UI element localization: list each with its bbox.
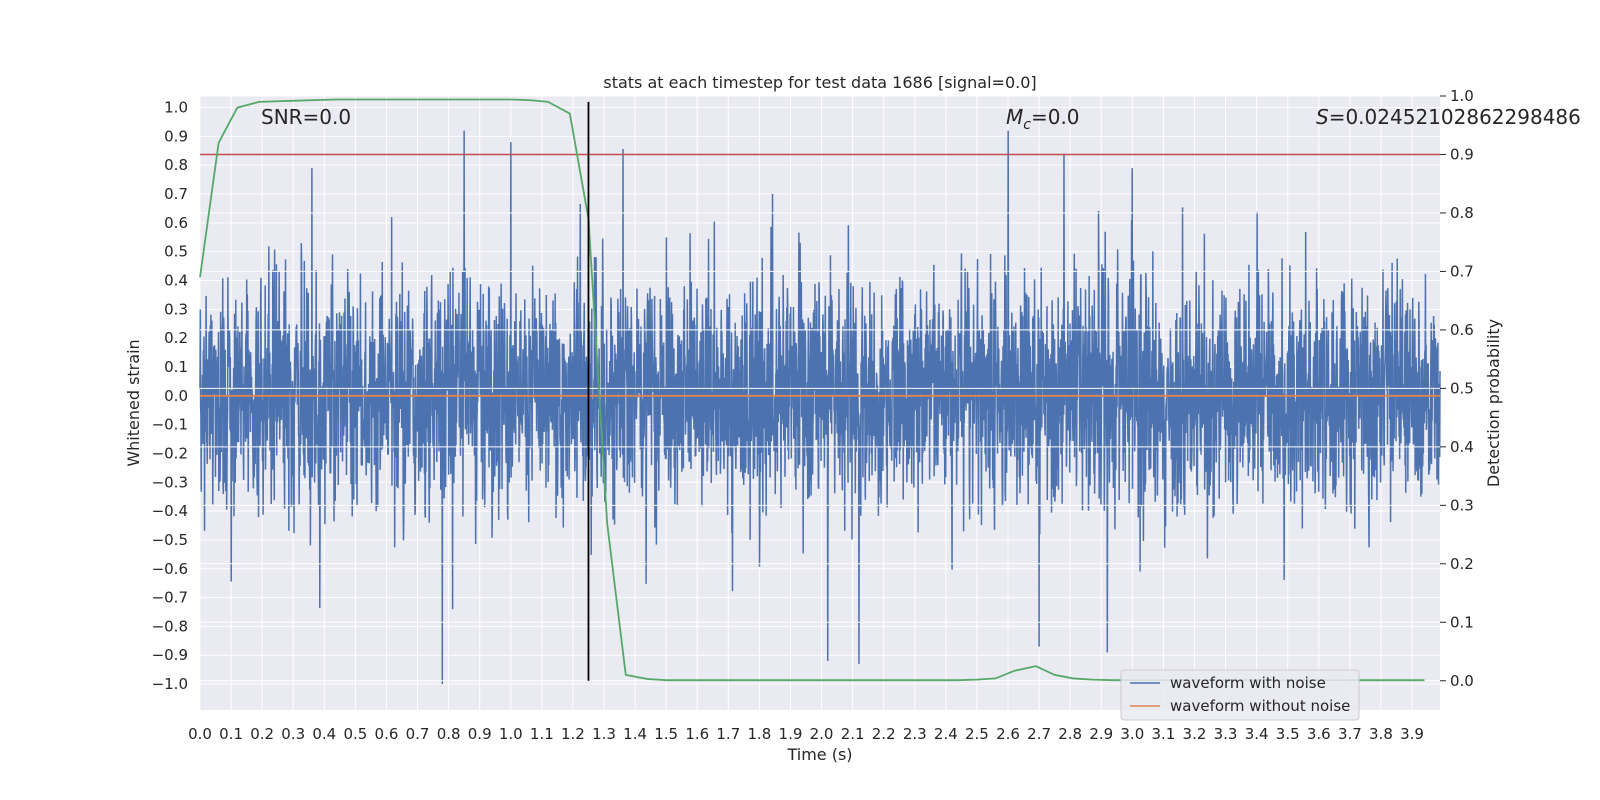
y-tick-label: −0.5	[152, 531, 188, 549]
x-tick-label: 3.6	[1307, 725, 1331, 743]
x-tick-label: 1.8	[747, 725, 771, 743]
snr-annotation: SNR=0.0	[261, 105, 351, 129]
score-annotation: S=0.0245210286229848​6	[1316, 105, 1581, 129]
x-tick-label: 1.0	[499, 725, 523, 743]
right-tick-label: 0.9	[1450, 145, 1474, 163]
y-tick-label: 0.5	[164, 243, 188, 261]
x-tick-label: 2.0	[810, 725, 834, 743]
x-tick-label: 0.3	[281, 725, 305, 743]
x-tick-label: 2.6	[996, 725, 1020, 743]
y-tick-label: −0.3	[152, 473, 188, 491]
chirp-mass-subscript: c	[1023, 117, 1031, 133]
right-tick-label: 1.0	[1450, 87, 1474, 105]
x-tick-label: 0.4	[312, 725, 336, 743]
x-tick-label: 3.3	[1214, 725, 1238, 743]
x-tick-label: 1.9	[779, 725, 803, 743]
y-tick-label: 0.2	[164, 329, 188, 347]
x-tick-label: 1.6	[685, 725, 709, 743]
y-tick-label: −0.8	[152, 617, 188, 635]
x-tick-label: 1.7	[716, 725, 740, 743]
y-axis-label: Whitened strain	[124, 339, 143, 466]
y-tick-label: 0.7	[164, 185, 188, 203]
right-tick-label: 0.6	[1450, 321, 1474, 339]
right-tick-label: 0.2	[1450, 555, 1474, 573]
x-tick-label: 3.7	[1338, 725, 1362, 743]
right-tick-label: 0.3	[1450, 496, 1474, 514]
y-tick-label: 0.0	[164, 387, 188, 405]
x-tick-label: 3.1	[1151, 725, 1175, 743]
right-tick-label: 0.1	[1450, 613, 1474, 631]
y-tick-label: −1.0	[152, 675, 188, 693]
chart-title: stats at each timestep for test data 168…	[603, 73, 1036, 92]
right-axis-ticks: 1.0 0.9 0.8 0.7 0.6 0.5 0.4 0.3 0.2 0.1 0.0	[1440, 87, 1474, 690]
right-tick-label: 0.8	[1450, 204, 1474, 222]
right-tick-label: 0.4	[1450, 438, 1474, 456]
y-tick-label: −0.2	[152, 444, 188, 462]
y-tick-label: 0.4	[164, 271, 188, 289]
series-waveform-with-noise	[199, 130, 1441, 685]
chirp-mass-value: =0.0	[1031, 105, 1080, 129]
y-tick-label: 0.6	[164, 214, 188, 232]
x-tick-label: 2.3	[903, 725, 927, 743]
y-tick-label: 0.9	[164, 127, 188, 145]
right-tick-label: 0.0	[1450, 672, 1474, 690]
x-tick-label: 2.2	[872, 725, 896, 743]
left-axis-ticks: 1.0 0.9 0.8 0.7 0.6 0.5 0.4 0.3 0.2 0.1 0.0 −0.1 −0.…	[152, 99, 188, 694]
legend: waveform with noise waveform without noi…	[1120, 669, 1360, 721]
x-tick-label: 2.8	[1058, 725, 1082, 743]
y-tick-label: 0.8	[164, 156, 188, 174]
x-tick-label: 0.7	[406, 725, 430, 743]
x-tick-label: 0.2	[250, 725, 274, 743]
x-tick-label: 3.4	[1245, 725, 1269, 743]
x-tick-label: 1.1	[530, 725, 554, 743]
y-tick-label: −0.4	[152, 502, 188, 520]
x-tick-label: 1.5	[654, 725, 678, 743]
legend-label-noise: waveform with noise	[1170, 674, 1326, 692]
x-tick-label: 3.2	[1183, 725, 1207, 743]
x-tick-label: 2.9	[1089, 725, 1113, 743]
x-tick-label: 0.6	[375, 725, 399, 743]
x-tick-label: 1.2	[561, 725, 585, 743]
legend-label-clean: waveform without noise	[1170, 697, 1350, 715]
y-tick-label: −0.6	[152, 560, 188, 578]
y-tick-label: −0.9	[152, 646, 188, 664]
noise-waveform-line	[199, 130, 1441, 685]
x-tick-label: 3.0	[1120, 725, 1144, 743]
x-tick-label: 3.9	[1400, 725, 1424, 743]
x-tick-label: 0.5	[343, 725, 367, 743]
right-tick-label: 0.7	[1450, 262, 1474, 280]
y-tick-label: −0.7	[152, 589, 188, 607]
chirp-mass-symbol: M	[1006, 105, 1023, 129]
x-tick-label: 2.5	[965, 725, 989, 743]
x-axis-ticks: 0.0 0.1 0.2 0.3 0.4 0.5 0.6 0.7 0.8 0.9 1.0 1.1 1.2 1…	[188, 725, 1424, 743]
x-tick-label: 1.4	[623, 725, 647, 743]
x-tick-label: 0.1	[219, 725, 243, 743]
y-tick-label: 1.0	[164, 99, 188, 117]
right-tick-label: 0.5	[1450, 379, 1474, 397]
x-tick-label: 2.7	[1027, 725, 1051, 743]
x-axis-label: Time (s)	[786, 745, 852, 764]
overlay-lines	[199, 95, 1440, 682]
score-symbol: S	[1316, 105, 1329, 129]
y-tick-label: −0.1	[152, 416, 188, 434]
chirp-mass-annotation: Mc=0.0	[1006, 105, 1080, 133]
x-tick-label: 0.8	[437, 725, 461, 743]
x-tick-label: 0.0	[188, 725, 212, 743]
y-tick-label: 0.1	[164, 358, 188, 376]
y-axis-right-label: Detection probability	[1484, 319, 1503, 487]
x-tick-label: 2.4	[934, 725, 958, 743]
x-tick-label: 1.3	[592, 725, 616, 743]
legend-box	[1120, 669, 1360, 721]
x-tick-label: 0.9	[468, 725, 492, 743]
score-value: =0.0245210286229848​6	[1329, 105, 1581, 129]
x-tick-label: 3.5	[1276, 725, 1300, 743]
x-tick-label: 2.1	[841, 725, 865, 743]
x-tick-label: 3.8	[1369, 725, 1393, 743]
y-tick-label: 0.3	[164, 300, 188, 318]
